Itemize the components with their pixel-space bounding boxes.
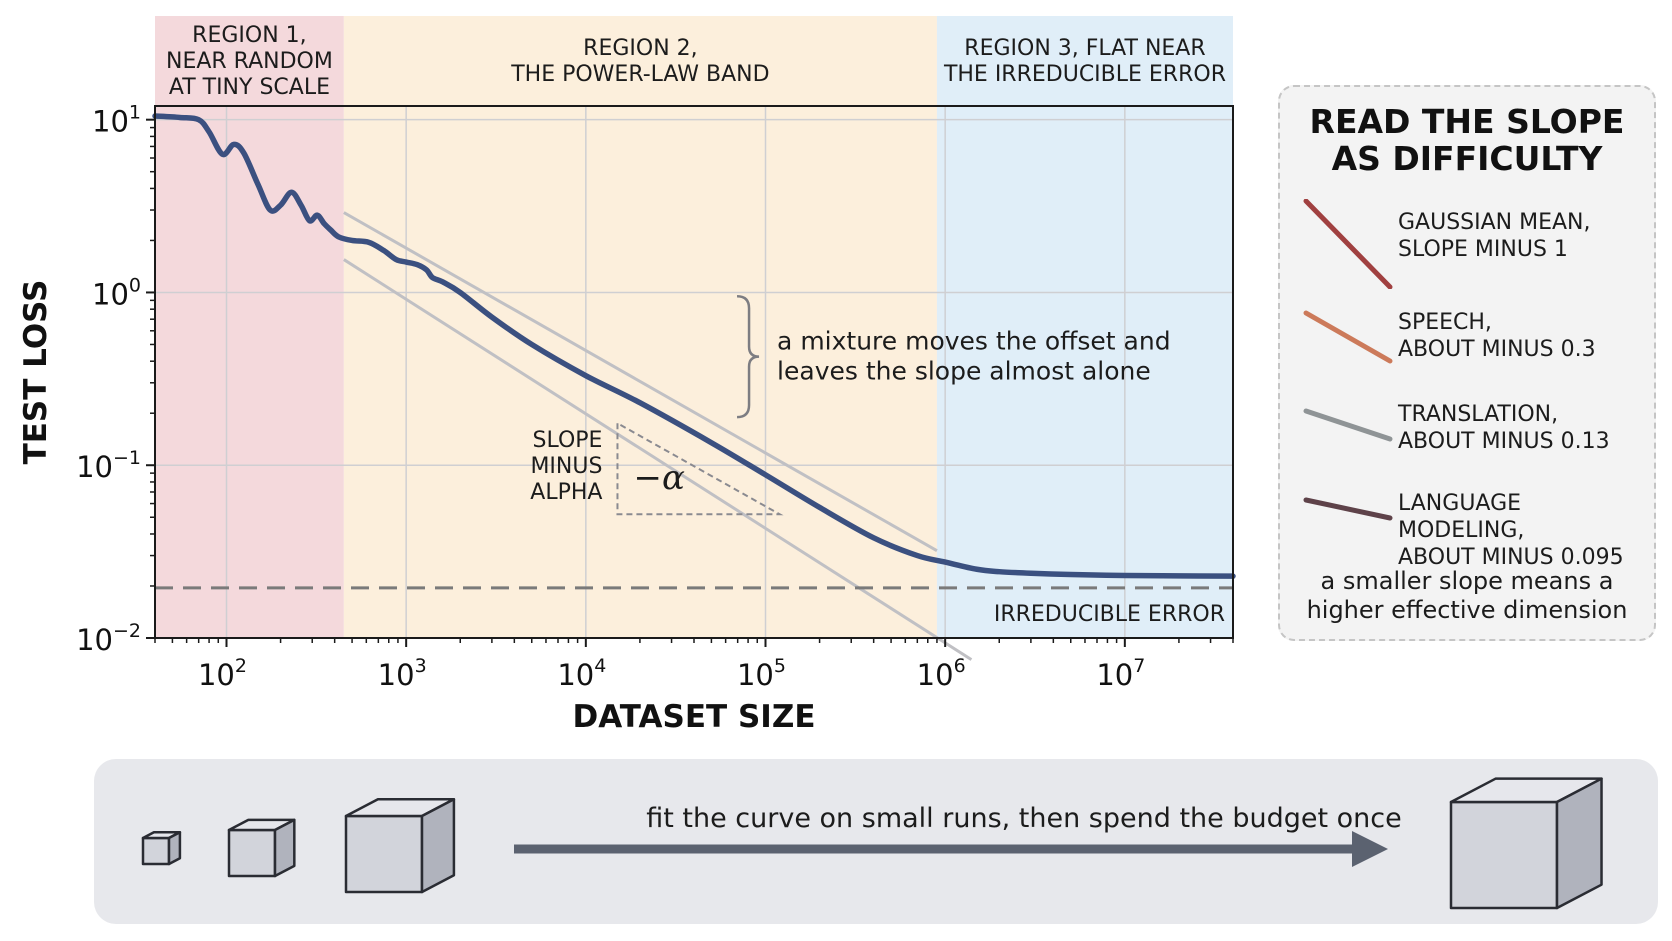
region-label-3: REGION 3, FLAT NEAR bbox=[964, 36, 1205, 61]
cube-face bbox=[167, 831, 182, 866]
slope-label: SLOPE bbox=[533, 428, 603, 453]
loss-curve-1 bbox=[152, 113, 1236, 579]
region-label-2: THE POWER-LAW BAND bbox=[510, 62, 769, 87]
y-tick-label: 10−1 bbox=[76, 447, 141, 484]
cube-face bbox=[420, 798, 456, 894]
brace-annotation: leaves the slope almost alone bbox=[777, 357, 1151, 386]
legend-entry-translation: TRANSLATION, ABOUT MINUS 0.13 bbox=[1280, 401, 1654, 481]
legend-label: SPEECH, bbox=[1398, 310, 1492, 335]
x-tick-label: 104 bbox=[557, 655, 606, 692]
slope-triangle bbox=[616, 421, 784, 516]
x-tick-label: 103 bbox=[378, 655, 427, 692]
cube-face bbox=[141, 836, 171, 866]
legend-swatch-line bbox=[1303, 497, 1393, 521]
x-tick-label: 107 bbox=[1096, 655, 1145, 692]
arrow-icon bbox=[514, 831, 1388, 867]
brace-icon bbox=[736, 295, 760, 419]
bottom-panel: fit the curve on small runs, then spend … bbox=[94, 759, 1658, 924]
offset-line-1 bbox=[343, 211, 938, 553]
legend-entry-gaussian-mean: GAUSSIAN MEAN, SLOPE MINUS 1 bbox=[1280, 199, 1654, 289]
legend-entry-language-modeling: LANGUAGE MODELING, ABOUT MINUS 0.095 bbox=[1280, 490, 1654, 570]
y-tick-label: 100 bbox=[92, 274, 141, 311]
legend-swatch-line bbox=[1303, 408, 1393, 442]
legend-note-line: higher effective dimension bbox=[1306, 596, 1628, 624]
y-axis-label: TEST LOSS bbox=[18, 280, 54, 465]
legend-title-line: READ THE SLOPE bbox=[1309, 102, 1625, 141]
legend-swatch-line bbox=[1303, 310, 1393, 364]
x-tick-label: 106 bbox=[917, 655, 966, 692]
legend-label: LANGUAGE MODELING, bbox=[1398, 491, 1525, 543]
cube-face bbox=[273, 818, 296, 878]
x-axis-label: DATASET SIZE bbox=[572, 699, 815, 735]
slope-symbol: −α bbox=[633, 458, 684, 498]
brace-annotation: a mixture moves the offset and bbox=[777, 327, 1171, 356]
region-label-1: NEAR RANDOM bbox=[166, 49, 333, 74]
legend-note-line: a smaller slope means a bbox=[1320, 567, 1614, 595]
cube-icon-small bbox=[227, 818, 296, 878]
x-tick-label: 105 bbox=[737, 655, 786, 692]
legend-entry-speech: SPEECH, ABOUT MINUS 0.3 bbox=[1280, 309, 1654, 389]
region-label-1: AT TINY SCALE bbox=[169, 75, 330, 100]
cube-icon-tiny bbox=[141, 831, 182, 866]
bottom-illustration bbox=[141, 777, 1603, 910]
slope-label: ALPHA bbox=[530, 480, 602, 505]
legend-label: SLOPE MINUS 1 bbox=[1398, 237, 1568, 262]
legend-title-line: AS DIFFICULTY bbox=[1331, 139, 1603, 178]
y-tick-label: 10−2 bbox=[76, 620, 141, 657]
legend-label: GAUSSIAN MEAN, bbox=[1398, 210, 1591, 235]
legend-label: ABOUT MINUS 0.3 bbox=[1398, 337, 1596, 362]
legend-title: READ THE SLOPE AS DIFFICULTY bbox=[1280, 103, 1654, 177]
region-band-1 bbox=[155, 16, 344, 638]
y-tick-label: 101 bbox=[92, 102, 141, 139]
slope-label: MINUS bbox=[530, 454, 602, 479]
legend-panel: READ THE SLOPE AS DIFFICULTY GAUSSIAN ME… bbox=[1278, 85, 1656, 641]
cube-face bbox=[344, 814, 424, 894]
bottom-caption: fit the curve on small runs, then spend … bbox=[646, 803, 1402, 834]
offset-line-2 bbox=[343, 258, 973, 661]
region-label-2: REGION 2, bbox=[583, 36, 697, 61]
cube-face bbox=[1555, 777, 1603, 910]
legend-swatch-line bbox=[1303, 199, 1393, 289]
region-label-1: REGION 1, bbox=[192, 23, 306, 48]
x-tick-label: 102 bbox=[198, 655, 247, 692]
cube-icon-medium bbox=[344, 798, 456, 894]
cube-face bbox=[227, 828, 277, 878]
legend-label: ABOUT MINUS 0.13 bbox=[1398, 429, 1610, 454]
region-label-3: THE IRREDUCIBLE ERROR bbox=[943, 62, 1226, 87]
cube-icon-large bbox=[1449, 777, 1603, 910]
legend-label: TRANSLATION, bbox=[1398, 402, 1559, 427]
irreducible-error-label: IRREDUCIBLE ERROR bbox=[994, 602, 1225, 627]
legend-label: ABOUT MINUS 0.095 bbox=[1398, 545, 1624, 570]
legend-note: a smaller slope means a higher effective… bbox=[1280, 567, 1654, 625]
